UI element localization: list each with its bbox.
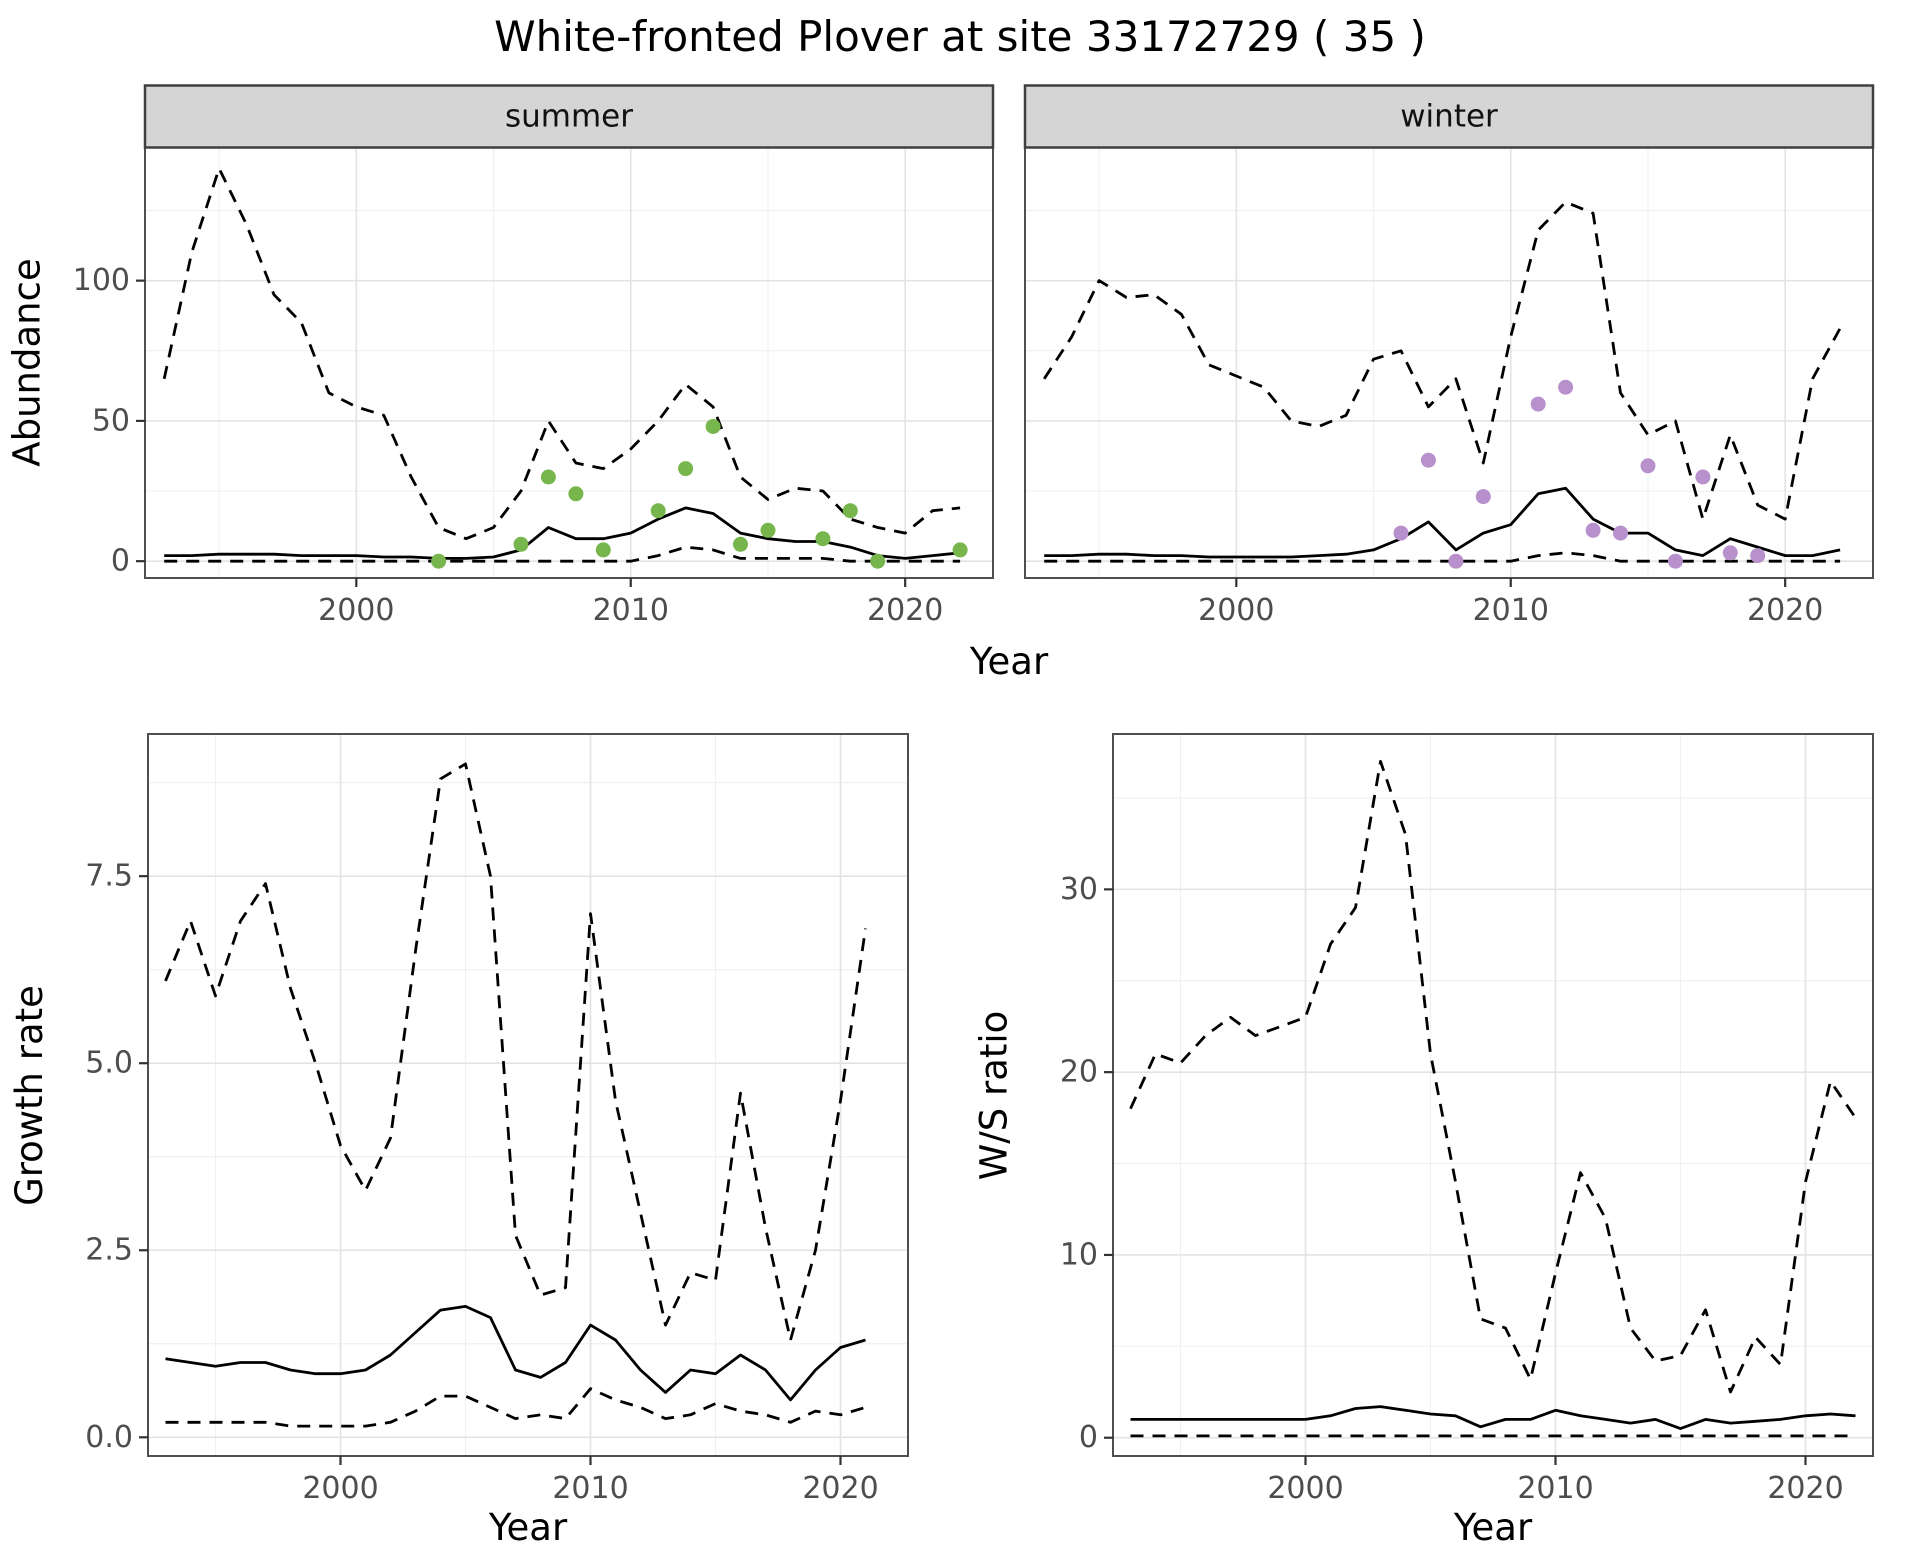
panel-background [1113, 734, 1873, 1456]
observed-count [733, 536, 748, 552]
observed-count [1613, 525, 1628, 541]
observed-count [678, 461, 694, 477]
y-tick-label: 5.0 [85, 1046, 133, 1081]
panel-border [1112, 733, 1874, 1457]
panel-border [147, 733, 909, 1457]
year-axis-title-top: Year [145, 640, 1873, 683]
observed-count [870, 553, 886, 569]
facet-strip-label: winter [1400, 99, 1498, 135]
x-tick-label: 2000 [318, 593, 394, 628]
growth-rate-axis-title: Growth rate [4, 734, 54, 1456]
observed-count [1475, 489, 1491, 505]
panel-background [148, 734, 908, 1456]
facet-strip [1023, 84, 1875, 149]
series-upper_95ci [164, 762, 867, 1342]
observed-count [1640, 458, 1656, 474]
observed-count [1558, 379, 1574, 395]
x-tick-label: 2000 [1198, 593, 1274, 628]
y-tick-label: 0.0 [85, 1420, 133, 1455]
y-tick-label: 2.5 [85, 1233, 133, 1268]
series-upper_95ci [1129, 760, 1857, 1394]
observed-count [1420, 452, 1436, 468]
observed-count [760, 522, 776, 538]
observed-count [1393, 525, 1409, 541]
x-tick-label: 2010 [1517, 1471, 1593, 1506]
observed-count [1750, 548, 1766, 564]
y-tick-label: 50 [92, 403, 130, 438]
observed-count [650, 503, 666, 519]
observed-count [842, 503, 858, 519]
abundance-axis-title: Abundance [2, 146, 52, 578]
observed-count [431, 553, 447, 569]
observed-count [1722, 545, 1738, 561]
series-lower_95ci [165, 1387, 866, 1428]
observed-count [513, 536, 529, 552]
ws-ratio-axis-title-text: W/S ratio [972, 1010, 1016, 1180]
y-tick-label: 30 [1060, 872, 1098, 907]
series-median [1044, 486, 1841, 559]
observed-count [1585, 522, 1601, 538]
facet-strip-label: summer [505, 99, 633, 135]
x-tick-label: 2020 [1747, 593, 1823, 628]
year-axis-title-bottom-right: Year [1113, 1506, 1873, 1549]
ws-ratio-chart: 2000 2010 2020 0 10 20 30 [1060, 733, 1874, 1506]
x-tick-label: 2000 [302, 1471, 378, 1506]
y-tick-label: 10 [1060, 1237, 1098, 1272]
x-tick-label: 2010 [593, 593, 669, 628]
y-tick-label: 20 [1060, 1055, 1098, 1090]
facet-strip [143, 84, 995, 149]
winter-abundance-chart: winter 2000 2010 2020 [1023, 84, 1875, 628]
observed-count [540, 469, 556, 485]
year-axis-title-bottom-right-text: Year [1453, 1506, 1533, 1549]
observed-count [1530, 396, 1546, 412]
year-axis-title-bottom-left: Year [148, 1506, 908, 1549]
x-tick-label: 2010 [552, 1471, 628, 1506]
x-tick-label: 2010 [1473, 593, 1549, 628]
growth-rate-axis-title-text: Growth rate [7, 984, 51, 1206]
series-upper_95ci [162, 167, 961, 541]
abundance-axis-title-text: Abundance [5, 257, 49, 467]
series-lower_95ci [164, 545, 961, 563]
observed-count [705, 419, 721, 434]
summer-abundance-chart: summer 2000 2010 2020 0 50 100 [73, 84, 995, 628]
y-tick-label: 7.5 [85, 859, 133, 894]
observed-count [1667, 553, 1683, 569]
observed-count [568, 486, 584, 502]
y-tick-label: 0 [111, 544, 130, 579]
y-tick-label: 0 [1079, 1420, 1098, 1455]
observed-count [952, 542, 968, 558]
x-tick-label: 2000 [1267, 1471, 1343, 1506]
x-tick-label: 2020 [867, 593, 943, 628]
year-axis-title-bottom-left-text: Year [488, 1506, 568, 1549]
observed-count [815, 531, 831, 547]
panel-background [1025, 146, 1873, 578]
year-axis-title-top-text: Year [969, 640, 1049, 683]
figure-title: White-fronted Plover at site 33172729 ( … [494, 12, 1426, 61]
x-tick-label: 2020 [1767, 1471, 1843, 1506]
series-lower_95ci [1044, 551, 1841, 563]
series-upper_95ci [1043, 200, 1842, 521]
observed-count [1448, 553, 1464, 569]
observed-count [1695, 469, 1711, 485]
series-median [1130, 1405, 1856, 1430]
series-median [165, 1305, 866, 1402]
x-tick-label: 2020 [802, 1471, 878, 1506]
y-tick-label: 100 [73, 263, 130, 298]
ws-ratio-axis-title: W/S ratio [969, 734, 1019, 1456]
growth-rate-chart: 2000 2010 2020 0.0 2.5 5.0 7.5 [85, 733, 909, 1506]
observed-count [595, 542, 611, 558]
